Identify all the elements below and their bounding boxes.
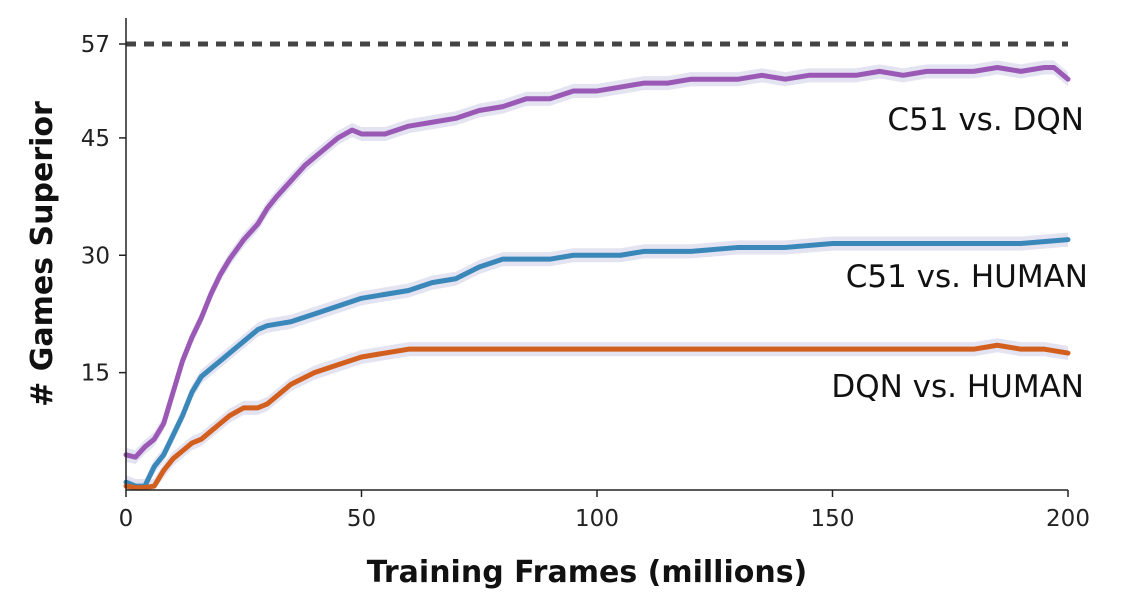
series-line-c51-vs-human bbox=[123, 237, 1071, 489]
y-tick-label: 57 bbox=[81, 32, 110, 58]
series-label-c51-vs-human: C51 vs. HUMAN bbox=[846, 259, 1088, 295]
x-axis-title: Training Frames (millions) bbox=[367, 555, 808, 590]
tick-marks: 0 50 100 150 200 15 30 45 57 bbox=[81, 32, 1090, 532]
series-line-dqn-vs-human bbox=[123, 342, 1071, 491]
band-dqn-vs-human bbox=[126, 338, 1068, 490]
x-tick-label: 50 bbox=[347, 506, 376, 532]
y-tick-label: 30 bbox=[81, 243, 110, 269]
series-lines bbox=[123, 64, 1071, 491]
series-line-c51-vs-dqn bbox=[123, 64, 1071, 460]
series-label-c51-vs-dqn: C51 vs. DQN bbox=[887, 102, 1084, 138]
series-label-dqn-vs-human: DQN vs. HUMAN bbox=[831, 369, 1084, 405]
x-tick-label: 200 bbox=[1046, 506, 1090, 532]
y-tick-label: 45 bbox=[81, 126, 110, 152]
x-tick-label: 150 bbox=[811, 506, 855, 532]
x-tick-label: 100 bbox=[575, 506, 619, 532]
x-tick-label: 0 bbox=[119, 506, 134, 532]
y-tick-label: 15 bbox=[81, 361, 110, 387]
y-axis-title: # Games Superior bbox=[25, 101, 60, 407]
